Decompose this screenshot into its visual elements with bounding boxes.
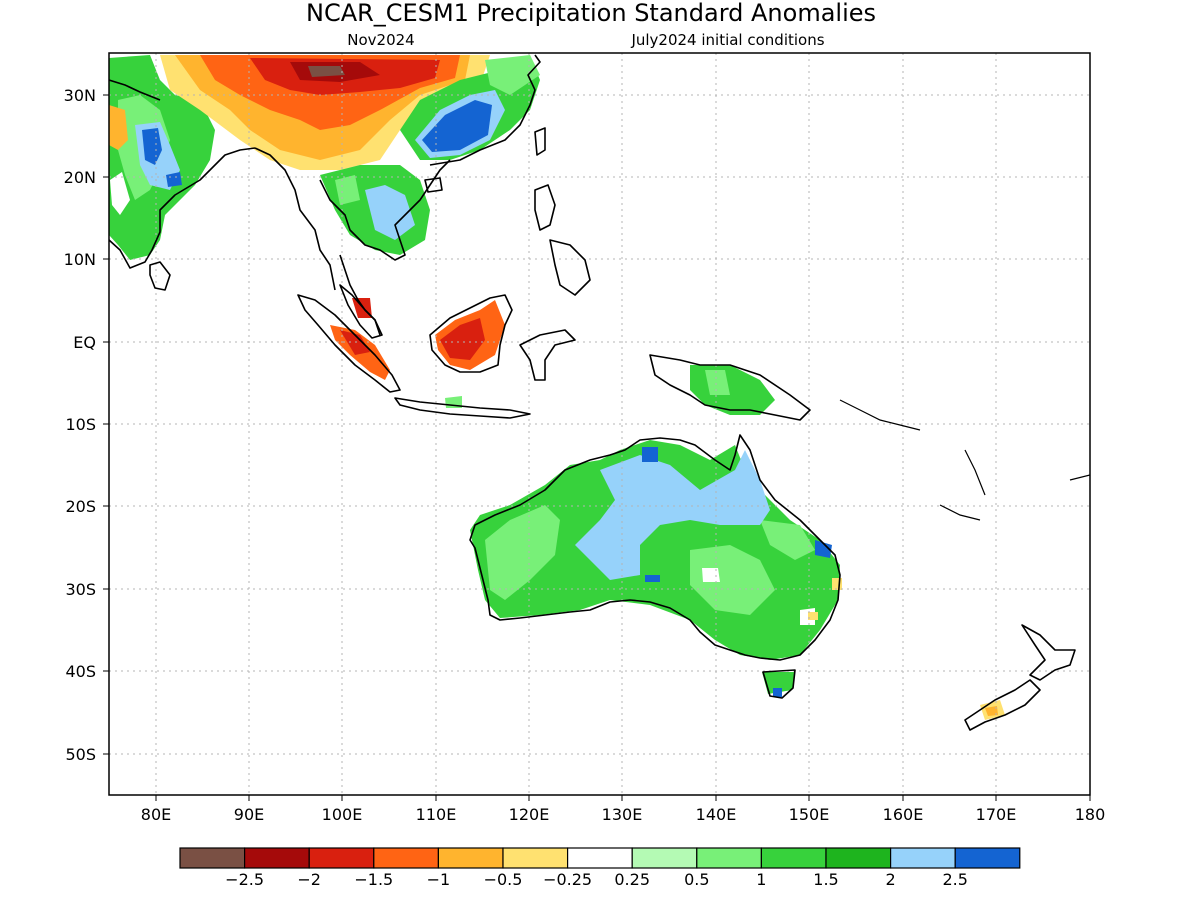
anomaly-sumatra-red xyxy=(340,298,372,355)
lon-tick-label: 90E xyxy=(234,805,264,824)
lon-tick-label: 160E xyxy=(883,805,924,824)
colorbar-swatch xyxy=(244,847,310,869)
colorbar-swatch xyxy=(760,847,827,869)
lon-tick-label: 150E xyxy=(789,805,830,824)
colorbar-label: −0.5 xyxy=(484,870,523,889)
anomaly-fills xyxy=(109,55,1005,720)
colorbar-label: −1.5 xyxy=(354,870,393,889)
anomaly-australia-light xyxy=(485,505,815,615)
lon-tick-label: 110E xyxy=(416,805,457,824)
colorbar-swatch xyxy=(373,847,439,869)
colorbar-swatch xyxy=(631,847,698,869)
anomaly-tasmania xyxy=(762,672,795,694)
lon-tick-label: 80E xyxy=(141,805,171,824)
anomaly-nchina-light xyxy=(485,55,540,95)
colorbar-swatch xyxy=(308,847,375,869)
anomaly-nz-orange xyxy=(985,706,998,716)
lon-tick-label: 180 xyxy=(1075,805,1106,824)
anomaly-china-darkblue xyxy=(422,100,492,152)
anomaly-india-darkblue xyxy=(142,128,182,187)
lat-tick-label: 10S xyxy=(65,415,96,434)
lat-tick-label: 30S xyxy=(65,580,96,599)
colorbar-swatch xyxy=(889,847,956,869)
longitude-ticks: 80E 90E 100E 110E 120E 130E 140E 150E 16… xyxy=(141,795,1106,824)
anomaly-australia-white xyxy=(702,568,815,625)
anomaly-png-light xyxy=(705,370,730,395)
lon-tick-label: 130E xyxy=(602,805,643,824)
anomaly-indochina-light xyxy=(335,175,360,205)
colorbar-label: −2 xyxy=(297,870,321,889)
colorbar-swatch xyxy=(954,847,1021,869)
map-frame-bg xyxy=(109,53,1090,795)
anomaly-tasmania-blue xyxy=(773,688,782,697)
lat-tick-label: 50S xyxy=(65,745,96,764)
anomaly-australia-yellow xyxy=(808,578,842,620)
colorbar-label: 2.5 xyxy=(942,870,967,889)
lon-tick-label: 100E xyxy=(322,805,363,824)
colorbar-label: 1.5 xyxy=(813,870,838,889)
latitude-ticks: 30N 20N 10N EQ 10S 20S 30S 40S 50S xyxy=(64,86,109,764)
gridlines xyxy=(109,53,1090,795)
colorbar: −2.5 −2 −1.5 −1 −0.5 −0.25 0.25 0.5 1 1.5 2 2.5 xyxy=(179,847,1021,889)
lat-tick-label: EQ xyxy=(73,333,96,352)
anomaly-india-orange xyxy=(109,105,128,150)
coastlines xyxy=(109,54,1090,731)
anomaly-indochina-blue xyxy=(365,185,415,240)
initial-conditions: July2024 initial conditions xyxy=(630,31,824,49)
colorbar-swatch xyxy=(696,847,762,869)
colorbar-label: 0.5 xyxy=(684,870,709,889)
lon-tick-label: 120E xyxy=(509,805,550,824)
colorbar-swatch xyxy=(825,847,892,869)
colorbar-swatch xyxy=(179,847,246,869)
colorbar-label: −2.5 xyxy=(225,870,264,889)
lon-tick-label: 170E xyxy=(976,805,1017,824)
colorbar-label: 0.25 xyxy=(614,870,650,889)
lon-tick-label: 140E xyxy=(696,805,737,824)
colorbar-swatch xyxy=(502,847,569,869)
colorbar-label: −0.25 xyxy=(543,870,592,889)
anomaly-australia-blue xyxy=(575,450,770,580)
colorbar-swatch xyxy=(437,847,504,869)
forecast-month: Nov2024 xyxy=(347,31,414,49)
colorbar-label: 1 xyxy=(756,870,766,889)
colorbar-swatch xyxy=(566,847,633,869)
anomaly-borneo-red xyxy=(440,318,485,360)
lat-tick-label: 30N xyxy=(64,86,96,105)
map-title: NCAR_CESM1 Precipitation Standard Anomal… xyxy=(306,0,876,27)
lat-tick-label: 10N xyxy=(64,250,96,269)
lat-tick-label: 40S xyxy=(65,662,96,681)
anomaly-tibet-brown xyxy=(308,66,345,77)
lat-tick-label: 20S xyxy=(65,497,96,516)
lat-tick-label: 20N xyxy=(64,168,96,187)
colorbar-label: −1 xyxy=(427,870,451,889)
map-area xyxy=(108,52,1091,796)
colorbar-label: 2 xyxy=(886,870,896,889)
anomaly-india-white xyxy=(110,172,130,215)
